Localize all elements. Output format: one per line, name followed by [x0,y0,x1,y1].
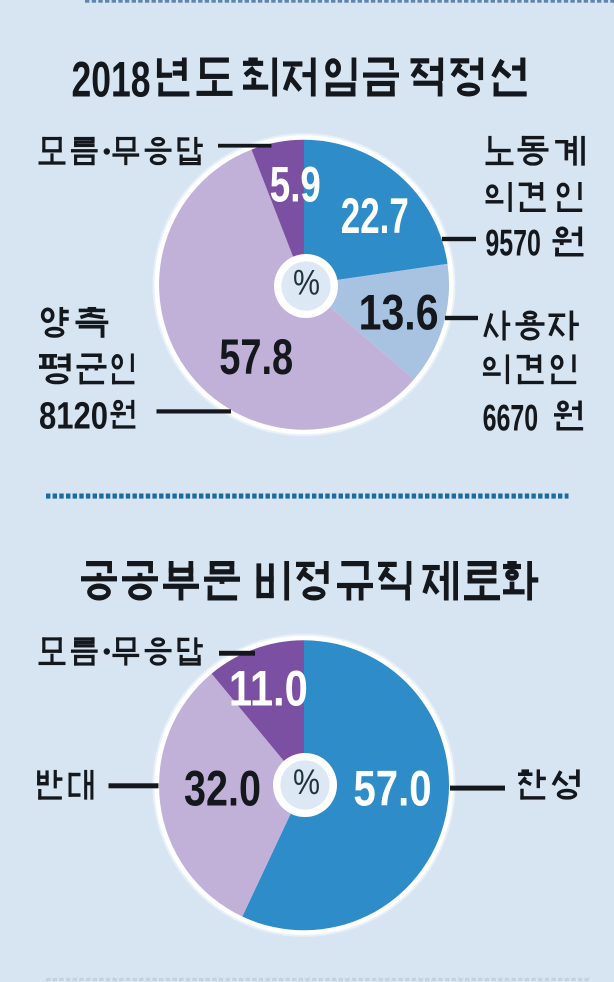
svg-text:32.0: 32.0 [184,761,261,817]
svg-text:57.0: 57.0 [354,761,432,817]
svg-text:9570: 9570 [485,223,541,264]
svg-text:11.0: 11.0 [229,660,308,716]
svg-text:%: % [293,763,320,802]
svg-text:13.6: 13.6 [359,284,439,340]
svg-text:22.7: 22.7 [341,188,409,244]
svg-text:2018: 2018 [72,51,151,107]
svg-text:8120: 8120 [39,396,108,438]
svg-text:%: % [293,263,320,302]
svg-text:5.9: 5.9 [270,157,321,213]
svg-text:6670: 6670 [483,398,538,439]
svg-text:57.8: 57.8 [219,329,293,385]
